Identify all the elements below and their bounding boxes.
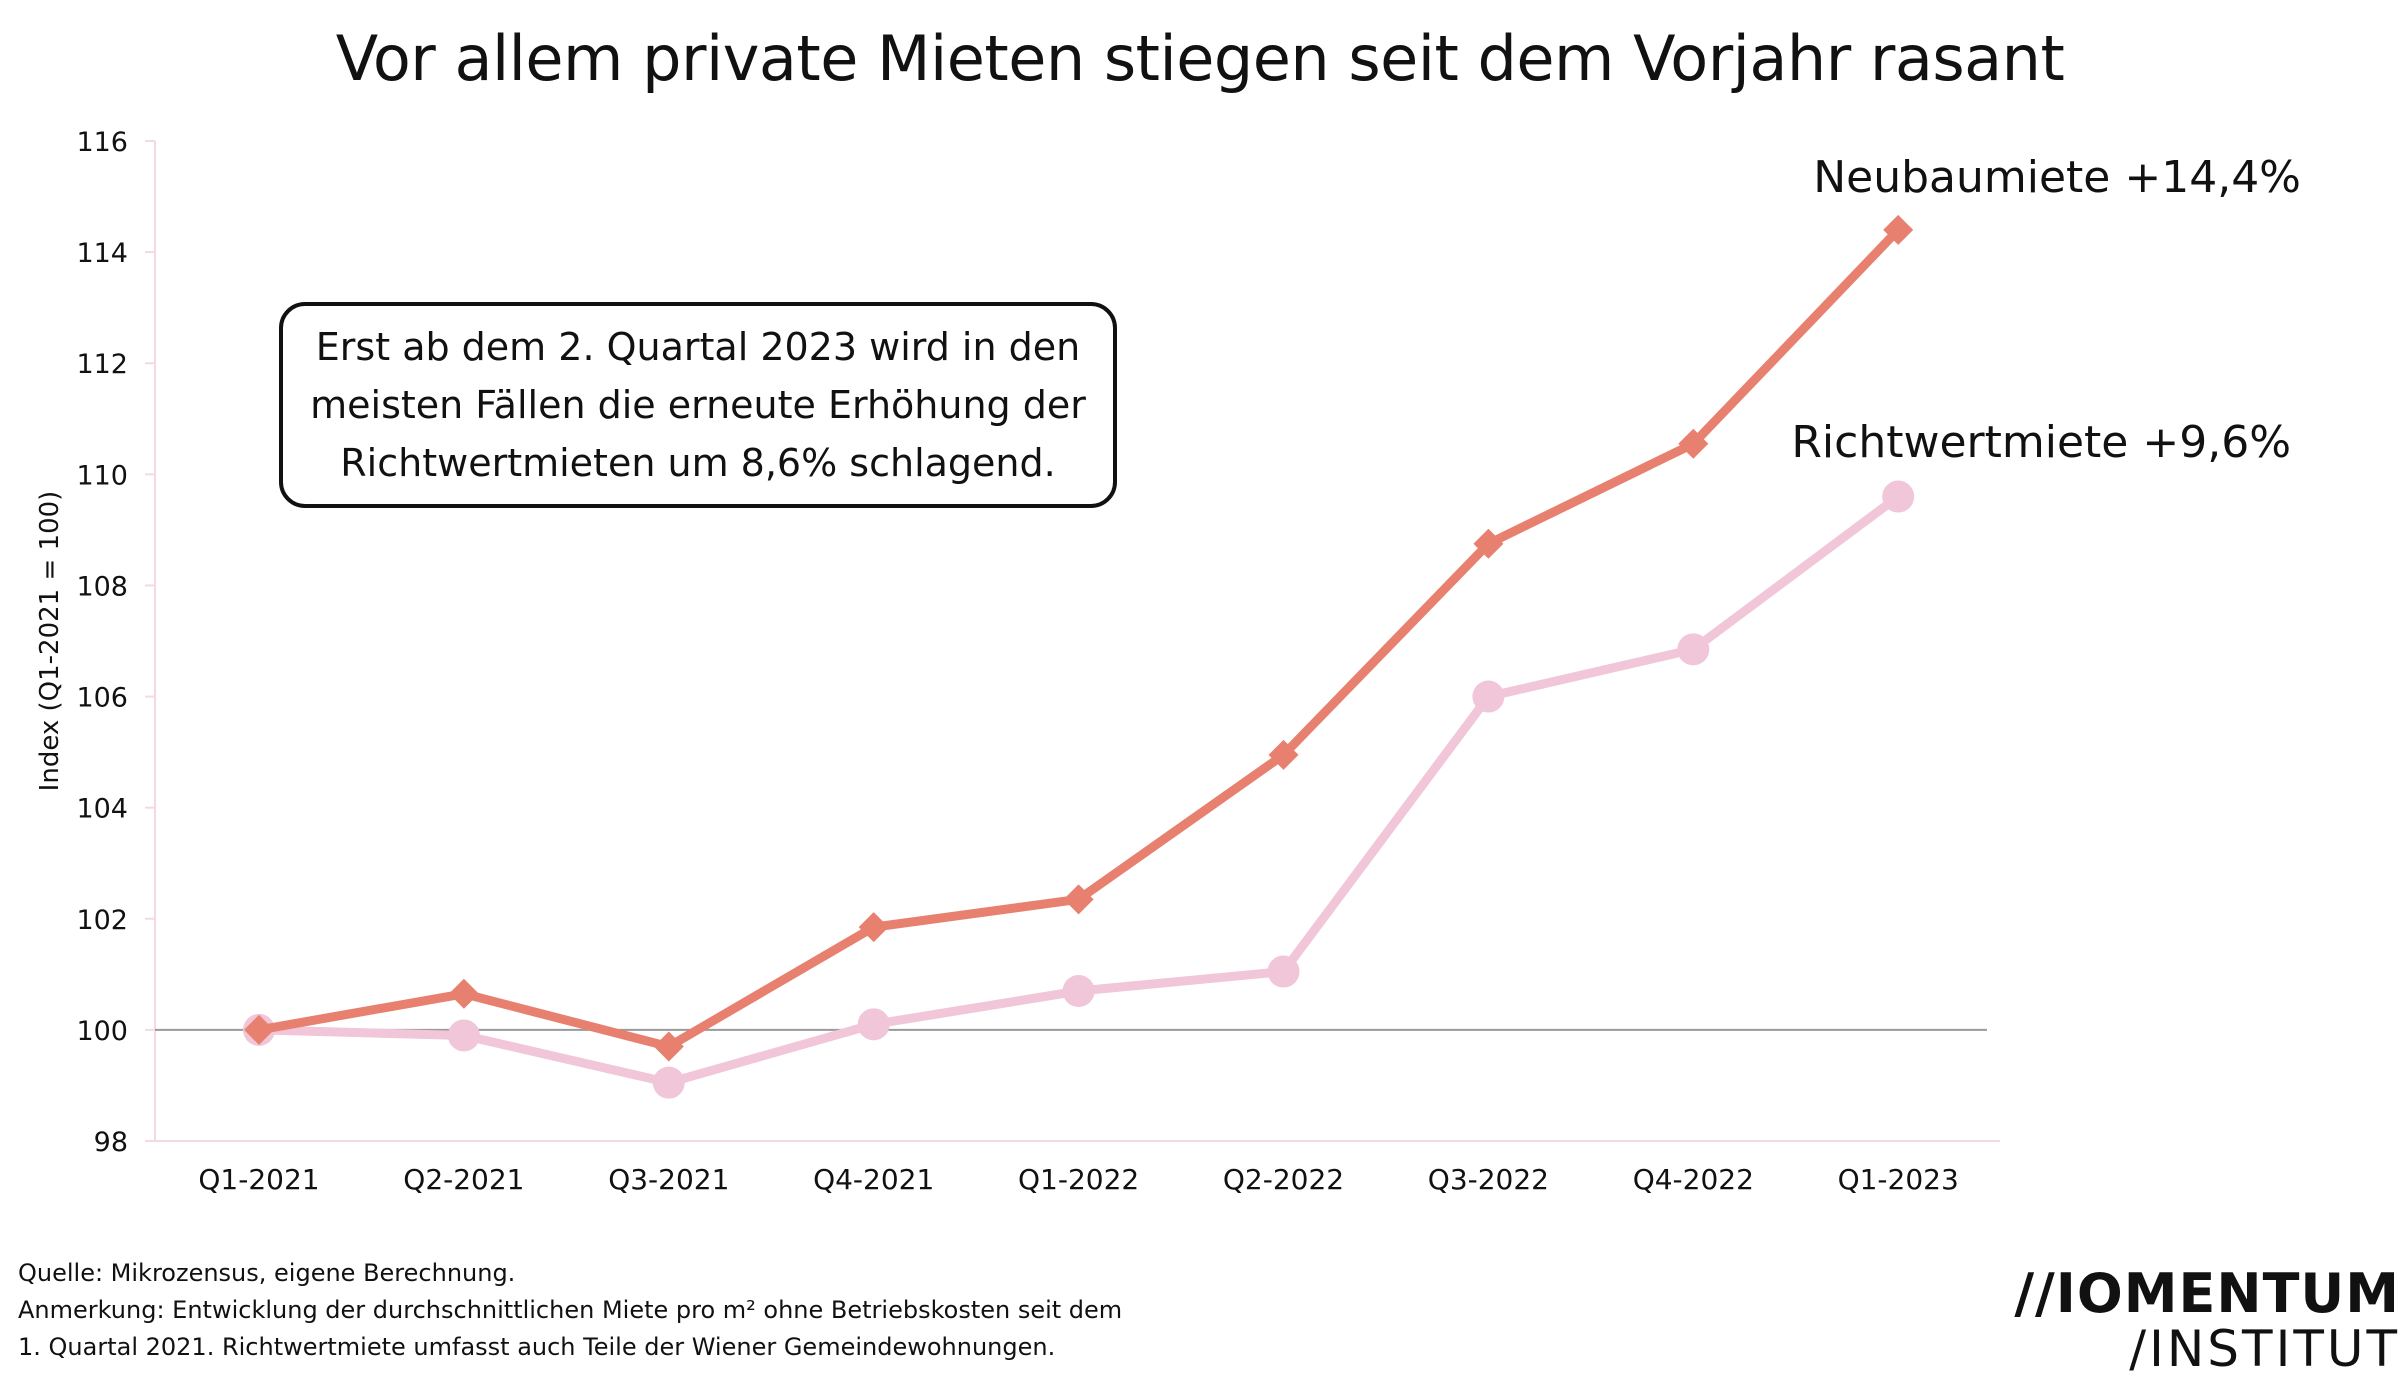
- data-point-neubaumiete: [244, 1014, 274, 1045]
- y-tick-label: 100: [76, 1016, 128, 1047]
- data-point-richtwertmiete: [652, 1066, 685, 1099]
- y-tick-label: 104: [76, 794, 128, 825]
- chart-axes: 98 100 102 104 106 108 110 112 114 116 Q1-2021 Q2-2…: [35, 127, 2000, 1196]
- data-point-richtwertmiete: [1062, 975, 1095, 1007]
- y-tick-label: 112: [76, 349, 128, 380]
- data-point-richtwertmiete: [1267, 955, 1300, 988]
- series-label-richtwertmiete: Richtwertmiete +9,6%: [1791, 417, 2291, 468]
- x-tick-label: Q3-2022: [1428, 1163, 1549, 1196]
- data-point-richtwertmiete: [447, 1019, 480, 1052]
- y-tick-label: 110: [76, 460, 128, 491]
- x-tick-label: Q1-2021: [198, 1163, 319, 1196]
- data-point-richtwertmiete: [1677, 633, 1710, 666]
- x-tick-label: Q2-2021: [403, 1163, 524, 1196]
- series-neubaumiete: [244, 214, 1914, 1062]
- chart-title: Vor allem private Mieten stiegen seit de…: [335, 22, 2065, 95]
- series-labels: Neubaumiete +14,4% Richtwertmiete +9,6%: [1791, 152, 2301, 468]
- data-point-neubaumiete: [1473, 528, 1504, 559]
- data-point-neubaumiete: [1268, 739, 1299, 770]
- x-tick-label: Q2-2022: [1223, 1163, 1344, 1196]
- data-point-richtwertmiete: [1882, 480, 1915, 513]
- data-point-richtwertmiete: [857, 1008, 890, 1041]
- x-tick-label: Q1-2022: [1018, 1163, 1139, 1196]
- annotation-box: Erst ab dem 2. Quartal 2023 wird in den …: [279, 302, 1117, 508]
- data-point-neubaumiete: [1678, 428, 1709, 459]
- series-richtwertmiete: [243, 480, 1915, 1099]
- data-point-neubaumiete: [858, 912, 889, 943]
- footer-note-line2: 1. Quartal 2021. Richtwertmiete umfasst …: [18, 1333, 1056, 1361]
- y-tick-label: 108: [76, 571, 128, 602]
- x-tick-label: Q4-2022: [1633, 1163, 1754, 1196]
- data-point-neubaumiete: [1883, 214, 1914, 245]
- footer-note-line1: Anmerkung: Entwicklung der durchschnittl…: [18, 1296, 1123, 1324]
- y-tick-label: 98: [94, 1127, 128, 1158]
- y-tick-label: 102: [76, 905, 128, 936]
- data-point-neubaumiete: [448, 978, 479, 1009]
- x-tick-label: Q3-2021: [608, 1163, 729, 1196]
- x-tick-label: Q1-2023: [1838, 1163, 1959, 1196]
- annotation-text: Erst ab dem 2. Quartal 2023 wird in den …: [310, 325, 1086, 485]
- x-tick-label: Q4-2021: [813, 1163, 934, 1196]
- footer-source: Quelle: Mikrozensus, eigene Berechnung.: [18, 1259, 516, 1287]
- series-layer: [243, 214, 1915, 1099]
- y-tick-label: 106: [76, 683, 128, 714]
- logo-wordmark-top: //IOMENTUM: [2014, 1262, 2400, 1325]
- y-tick-label: 116: [76, 127, 128, 158]
- data-point-neubaumiete: [653, 1031, 684, 1062]
- data-point-neubaumiete: [1063, 884, 1094, 915]
- data-point-richtwertmiete: [1472, 680, 1505, 713]
- logo-wordmark-bottom: /INSTITUT: [2129, 1320, 2400, 1378]
- y-axis-title: Index (Q1-2021 = 100): [35, 491, 65, 792]
- y-tick-label: 114: [76, 238, 128, 269]
- series-label-neubaumiete: Neubaumiete +14,4%: [1813, 152, 2301, 203]
